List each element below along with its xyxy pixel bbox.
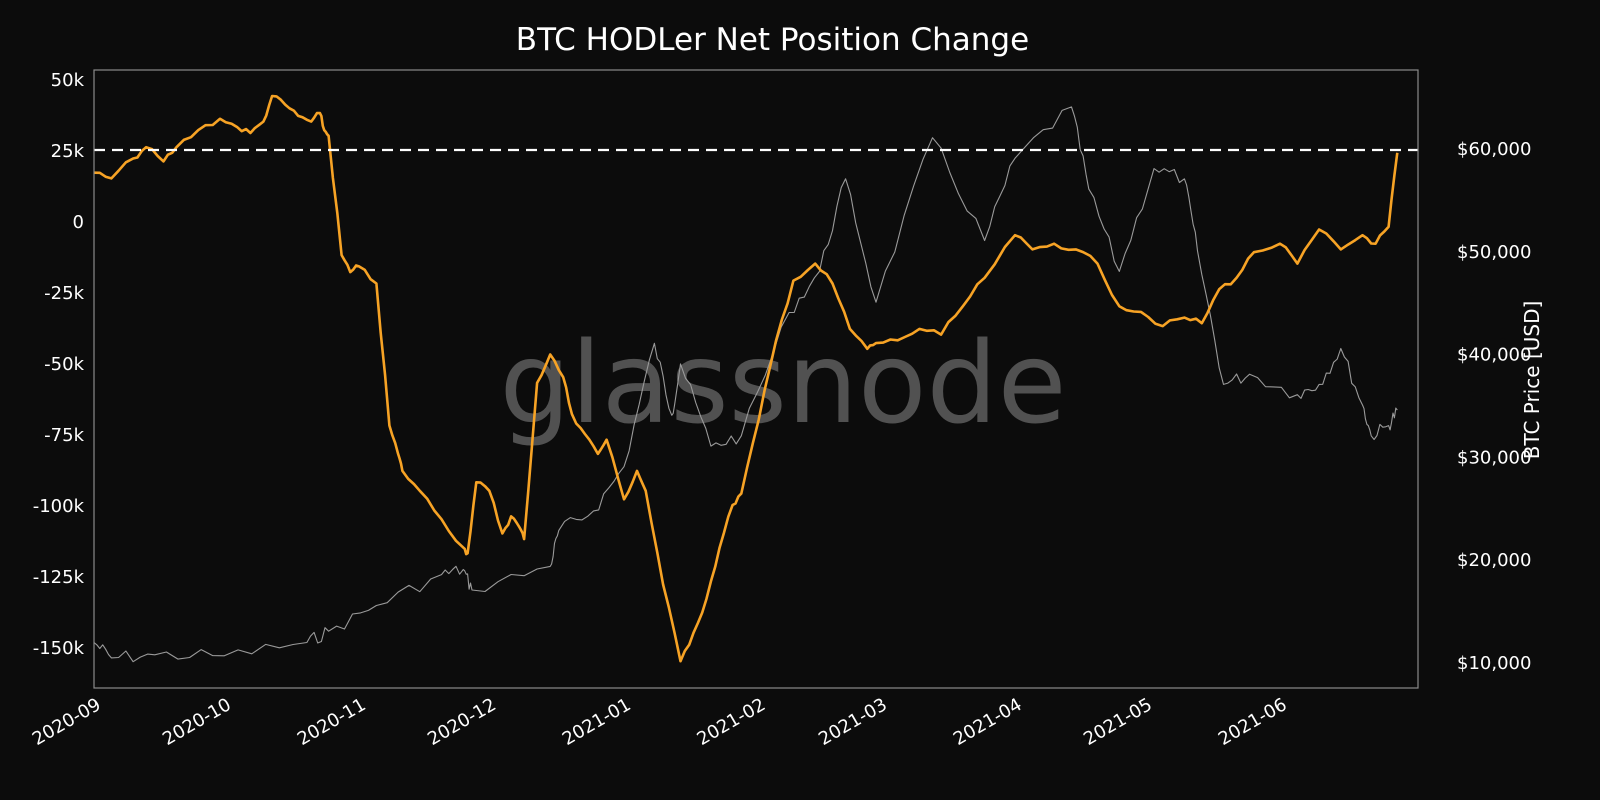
net-position-path bbox=[93, 94, 1399, 663]
x-tick-label: 2021-04 bbox=[950, 694, 1026, 750]
right-y-axis: $60,000 $50,000 $40,000 $30,000 $20,000 $10,0… bbox=[1457, 139, 1531, 674]
x-tick-label: 2020-10 bbox=[159, 694, 235, 750]
left-tick-label: 50k bbox=[51, 70, 85, 91]
x-axis: 2020-09 2020-10 2020-11 2020-12 2021-01 2021-… bbox=[29, 694, 1291, 750]
right-tick-label: $20,000 bbox=[1457, 550, 1531, 571]
x-tick-label: 2020-09 bbox=[29, 694, 105, 750]
right-tick-label: $30,000 bbox=[1457, 447, 1531, 468]
left-tick-label: -50k bbox=[44, 354, 84, 375]
x-tick-label: 2020-12 bbox=[424, 694, 500, 750]
left-tick-label: -100k bbox=[33, 496, 85, 517]
right-axis-label: BTC Price [USD] bbox=[1520, 301, 1544, 460]
watermark: glassnode bbox=[499, 319, 1066, 449]
right-tick-label: $60,000 bbox=[1457, 139, 1531, 160]
plot-frame bbox=[93, 69, 1419, 689]
x-tick-label: 2020-11 bbox=[294, 694, 370, 750]
left-tick-label: -150k bbox=[33, 638, 85, 659]
btc-price-path bbox=[93, 106, 1398, 663]
left-y-axis: 50k 25k 0 -25k -50k -75k -100k -125k -150k bbox=[33, 70, 85, 659]
net-position-line bbox=[93, 94, 1399, 663]
left-tick-label: 25k bbox=[51, 141, 85, 162]
x-tick-label: 2021-02 bbox=[694, 694, 770, 750]
chart-title: BTC HODLer Net Position Change bbox=[515, 22, 1030, 58]
x-tick-label: 2021-06 bbox=[1215, 694, 1291, 750]
left-tick-label: -25k bbox=[44, 283, 84, 304]
glassnode-watermark: glassnode bbox=[499, 319, 1066, 449]
right-tick-label: $10,000 bbox=[1457, 653, 1531, 674]
left-tick-label: -125k bbox=[33, 567, 85, 588]
right-tick-label: $50,000 bbox=[1457, 242, 1531, 263]
left-tick-label: -75k bbox=[44, 425, 84, 446]
x-tick-label: 2021-01 bbox=[559, 694, 635, 750]
x-tick-label: 2021-03 bbox=[815, 694, 891, 750]
x-tick-label: 2021-05 bbox=[1080, 694, 1156, 750]
right-tick-label: $40,000 bbox=[1457, 345, 1531, 366]
left-tick-label: 0 bbox=[73, 212, 84, 233]
btc-price-line bbox=[93, 106, 1398, 663]
